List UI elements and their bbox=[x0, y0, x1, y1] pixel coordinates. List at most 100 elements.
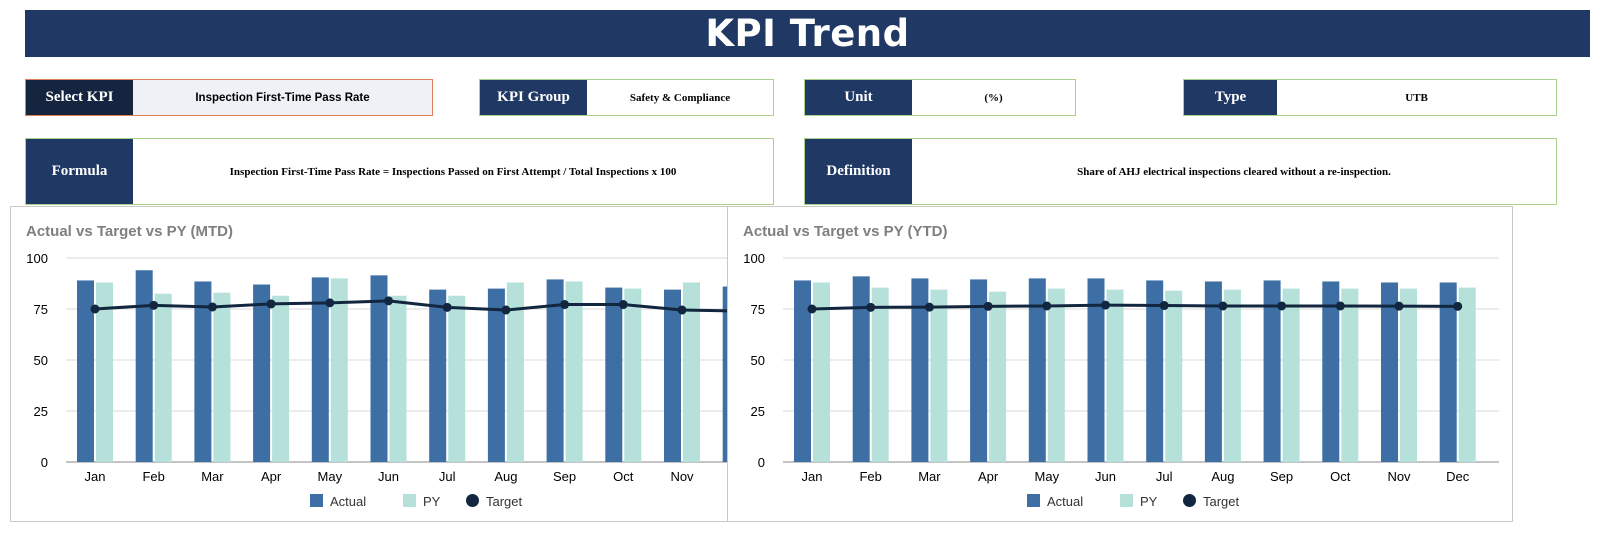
target-point bbox=[1453, 301, 1463, 311]
py-bar bbox=[330, 278, 348, 462]
x-tick-label: Apr bbox=[978, 469, 999, 484]
actual-bar bbox=[1146, 280, 1164, 462]
target-line bbox=[94, 299, 729, 313]
ytd-chart: Actual vs Target vs PY (YTD) 0 25 50 75 100 Ja… bbox=[743, 223, 1499, 509]
py-bar bbox=[1165, 290, 1183, 462]
x-tick-label: Nov bbox=[670, 469, 694, 484]
py-bar bbox=[1106, 289, 1124, 462]
target-point bbox=[1101, 300, 1110, 310]
actual-bar bbox=[1087, 278, 1105, 462]
py-bar bbox=[154, 293, 172, 462]
x-tick-label: May bbox=[318, 469, 343, 484]
x-tick-label: Aug bbox=[494, 469, 517, 484]
x-tick-label: Apr bbox=[261, 469, 282, 484]
actual-bar bbox=[546, 279, 564, 462]
page-title: KPI Trend bbox=[705, 12, 910, 55]
py-bar bbox=[871, 287, 889, 462]
x-tick-label: Jun bbox=[378, 469, 399, 484]
actual-bar bbox=[722, 286, 729, 462]
actual-bar bbox=[794, 280, 811, 462]
target-point bbox=[983, 301, 993, 311]
target-point bbox=[560, 300, 570, 310]
target-point bbox=[807, 304, 817, 314]
actual-bar bbox=[1439, 282, 1457, 462]
actual-bar bbox=[1028, 278, 1046, 462]
actual-bar bbox=[852, 276, 870, 462]
legend-swatch bbox=[1027, 494, 1040, 507]
type-label: Type bbox=[1184, 80, 1277, 115]
py-bar bbox=[624, 288, 642, 462]
legend-label: Target bbox=[1203, 494, 1240, 509]
target-point bbox=[90, 304, 100, 314]
target-point bbox=[384, 296, 393, 306]
py-bar bbox=[96, 282, 113, 462]
target-point bbox=[866, 302, 876, 312]
x-tick-label: Jun bbox=[1095, 469, 1116, 484]
py-bar bbox=[683, 282, 700, 462]
y-tick-label: 100 bbox=[26, 251, 48, 266]
unit-field: Unit (%) bbox=[804, 79, 1076, 116]
x-tick-label: Feb bbox=[142, 469, 164, 484]
legend-label: Target bbox=[486, 494, 523, 509]
x-tick-label: Nov bbox=[1387, 469, 1411, 484]
x-tick-label: Feb bbox=[859, 469, 881, 484]
py-bar bbox=[1458, 287, 1476, 462]
x-tick-label: Jan bbox=[85, 469, 106, 484]
x-tick-label: Jul bbox=[439, 469, 456, 484]
select-kpi-dropdown[interactable]: Inspection First-Time Pass Rate bbox=[133, 80, 432, 115]
py-bar bbox=[989, 291, 1007, 462]
target-point bbox=[1159, 301, 1169, 311]
definition-value: Share of AHJ electrical inspections clea… bbox=[912, 139, 1556, 204]
py-bar bbox=[506, 282, 524, 462]
py-bar bbox=[930, 289, 948, 462]
x-tick-label: Mar bbox=[918, 469, 941, 484]
select-kpi-field[interactable]: Select KPI Inspection First-Time Pass Ra… bbox=[25, 79, 433, 116]
ytd-chart-title: Actual vs Target vs PY (YTD) bbox=[743, 223, 948, 240]
mtd-chart: Actual vs Target vs PY (MTD) 0 25 50 75 100 Ja… bbox=[26, 223, 729, 509]
actual-bar bbox=[311, 277, 329, 462]
target-point bbox=[1042, 301, 1052, 311]
target-point bbox=[325, 298, 335, 308]
definition-field: Definition Share of AHJ electrical inspe… bbox=[804, 138, 1557, 205]
actual-bar bbox=[253, 284, 271, 462]
py-bar bbox=[1282, 288, 1300, 462]
actual-bar bbox=[911, 278, 929, 462]
y-tick-label: 50 bbox=[34, 353, 48, 368]
x-tick-label: Sep bbox=[553, 469, 576, 484]
definition-label: Definition bbox=[805, 139, 912, 204]
unit-label: Unit bbox=[805, 80, 912, 115]
x-tick-label: Jan bbox=[802, 469, 823, 484]
select-kpi-label: Select KPI bbox=[26, 80, 133, 115]
actual-bar bbox=[970, 279, 988, 462]
x-tick-label: May bbox=[1035, 469, 1060, 484]
py-bar bbox=[448, 295, 466, 462]
x-tick-label: Mar bbox=[201, 469, 224, 484]
legend-swatch bbox=[310, 494, 323, 507]
actual-bar bbox=[429, 289, 447, 462]
target-point bbox=[207, 302, 217, 312]
actual-bar bbox=[135, 270, 153, 462]
type-value: UTB bbox=[1277, 80, 1556, 115]
legend-label: Actual bbox=[1047, 494, 1083, 509]
kpi-group-label: KPI Group bbox=[480, 80, 587, 115]
target-point bbox=[149, 300, 159, 310]
y-tick-label: 75 bbox=[34, 302, 48, 317]
ytd-chart-panel: Actual vs Target vs PY (YTD) 0 25 50 75 100 Ja… bbox=[727, 206, 1513, 522]
target-point bbox=[924, 302, 934, 312]
x-tick-label: Oct bbox=[613, 469, 634, 484]
title-bar: KPI Trend bbox=[25, 10, 1590, 57]
target-point bbox=[501, 305, 511, 315]
target-point bbox=[1277, 301, 1287, 311]
y-tick-label: 0 bbox=[758, 455, 765, 470]
actual-bar bbox=[605, 287, 623, 462]
legend-swatch bbox=[1183, 494, 1196, 507]
legend-swatch bbox=[1120, 494, 1133, 507]
y-tick-label: 25 bbox=[751, 404, 765, 419]
formula-label: Formula bbox=[26, 139, 133, 204]
y-tick-label: 75 bbox=[751, 302, 765, 317]
x-tick-label: Sep bbox=[1270, 469, 1293, 484]
target-point bbox=[1335, 301, 1345, 311]
py-bar bbox=[389, 295, 407, 462]
py-bar bbox=[813, 282, 830, 462]
legend-label: PY bbox=[423, 494, 441, 509]
